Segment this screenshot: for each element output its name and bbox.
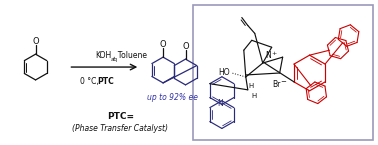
Text: N: N [266,51,271,60]
Bar [193,5,373,140]
Text: O: O [160,40,166,49]
Text: O: O [32,37,39,46]
Text: aq: aq [110,57,117,62]
Text: , Toluene: , Toluene [113,51,147,60]
Text: up to 92% ee: up to 92% ee [147,93,198,102]
Text: HO: HO [218,68,230,77]
Text: −: − [280,79,287,85]
Text: (Phase Transfer Catalyst): (Phase Transfer Catalyst) [72,124,168,133]
Text: KOH: KOH [95,51,112,60]
Text: PTC=: PTC= [107,112,134,121]
Text: +: + [272,51,277,56]
Text: H: H [252,93,257,99]
Text: O: O [182,42,189,51]
Text: 0 °C,: 0 °C, [81,77,102,86]
Text: Br: Br [273,80,281,89]
Text: PTC: PTC [98,77,114,86]
Text: N: N [217,99,223,108]
Text: H: H [249,83,254,89]
